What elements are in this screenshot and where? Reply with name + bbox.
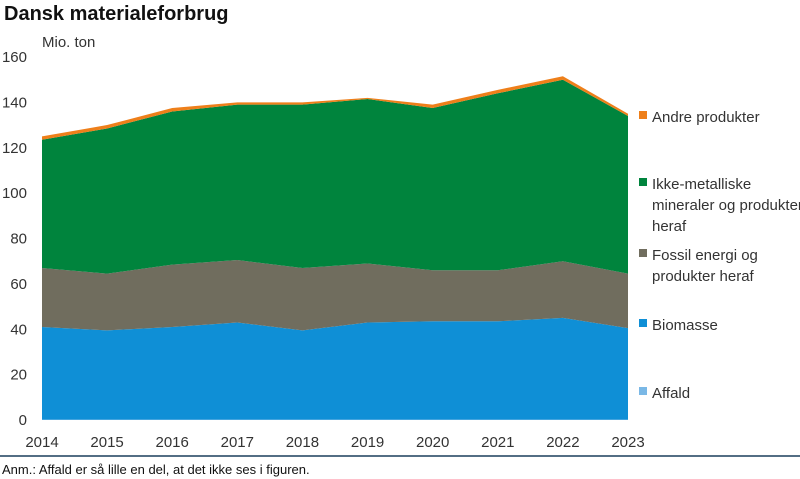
legend-label-andre-produkter: Andre produkter — [652, 109, 760, 126]
y-tick-label: 160 — [2, 49, 27, 66]
legend-label-affald: Affald — [652, 385, 690, 402]
y-tick-label: 100 — [2, 185, 27, 202]
y-tick-label: 20 — [10, 367, 27, 384]
legend-swatch-affald — [639, 387, 647, 395]
legend-label-biomasse: Biomasse — [652, 317, 718, 334]
legend-label-fossil-energi-og: Fossil energi og produkter heraf — [652, 247, 758, 285]
legend-label-ikke-metalliske: Ikke-metalliske mineraler og produkter her… — [652, 176, 800, 235]
area-ikke-metalliske — [42, 79, 628, 274]
x-tick-label: 2016 — [156, 434, 189, 451]
y-axis-label: Mio. ton — [42, 34, 95, 51]
y-tick-label: 80 — [10, 231, 27, 248]
y-tick-label: 140 — [2, 94, 27, 111]
footnote: Anm.: Affald er så lille en del, at det … — [2, 462, 310, 477]
areas-group — [42, 76, 628, 420]
legend-swatch-ikke-metalliske — [639, 178, 647, 186]
x-tick-label: 2022 — [546, 434, 579, 451]
x-tick-label: 2023 — [611, 434, 644, 451]
legend-swatch-andre-produkter — [639, 111, 647, 119]
x-tick-label: 2014 — [25, 434, 58, 451]
legend: Andre produkter Ikke-metalliske mineraler … — [639, 109, 800, 402]
y-ticks: 0 20 40 60 80 100 120 140 160 — [2, 49, 27, 429]
y-tick-label: 0 — [19, 412, 27, 429]
area-fossil-energi-og — [42, 260, 628, 331]
area-andre-produkter — [42, 76, 628, 140]
y-tick-label: 40 — [10, 321, 27, 338]
legend-swatch-biomasse — [639, 319, 647, 327]
legend-swatch-fossil-energi-og — [639, 249, 647, 257]
y-tick-label: 120 — [2, 140, 27, 157]
x-tick-label: 2021 — [481, 434, 514, 451]
x-ticks: 2014 2015 2016 2017 2018 2019 2020 2021 2022 2023 — [25, 434, 644, 451]
chart-title: Dansk materialeforbrug — [4, 3, 229, 25]
x-tick-label: 2020 — [416, 434, 449, 451]
x-tick-label: 2018 — [286, 434, 319, 451]
x-tick-label: 2019 — [351, 434, 384, 451]
y-tick-label: 60 — [10, 276, 27, 293]
x-tick-label: 2015 — [90, 434, 123, 451]
x-tick-label: 2017 — [221, 434, 254, 451]
area-biomasse — [42, 317, 628, 420]
